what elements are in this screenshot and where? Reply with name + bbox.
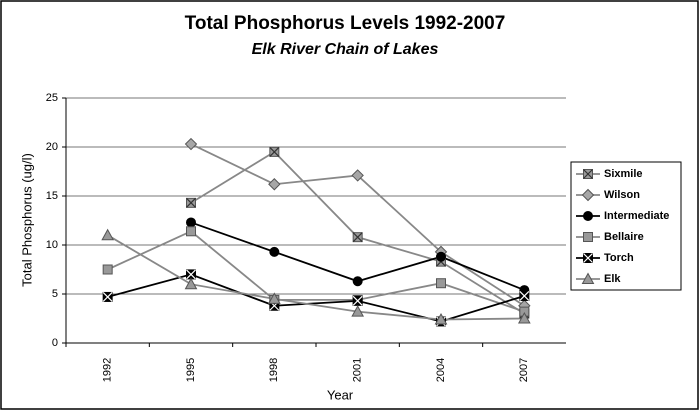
marker: [186, 197, 196, 208]
marker-shape: [436, 251, 446, 262]
marker: [184, 277, 198, 290]
marker: [434, 312, 448, 325]
legend-label: Sixmile: [604, 168, 643, 180]
legend-label: Torch: [604, 252, 634, 264]
marker-shape: [583, 253, 593, 263]
marker: [581, 272, 595, 284]
marker: [583, 211, 593, 221]
marker: [186, 226, 196, 237]
marker: [101, 228, 115, 241]
marker: [352, 232, 363, 243]
marker-shape: [517, 311, 531, 324]
marker-shape: [434, 312, 448, 325]
x-tick-label: 1998: [268, 358, 280, 382]
legend-label: Elk: [604, 273, 621, 285]
marker-shape: [186, 197, 196, 208]
legend-label: Bellaire: [604, 231, 644, 243]
marker-shape: [102, 292, 113, 302]
x-tick-label: 2007: [518, 358, 530, 382]
marker: [583, 253, 593, 263]
y-tick-label: 15: [46, 190, 58, 202]
legend-label: Wilson: [604, 189, 640, 201]
chart-subtitle: Elk River Chain of Lakes: [252, 41, 439, 58]
marker-shape: [581, 188, 595, 202]
marker: [583, 169, 593, 179]
x-tick-label: 2004: [435, 358, 447, 382]
chart-title: Total Phosphorus Levels 1992-2007: [185, 13, 506, 34]
marker: [102, 291, 113, 302]
y-tick-label: 20: [46, 141, 58, 153]
marker: [186, 217, 196, 228]
marker-shape: [102, 264, 113, 275]
marker: [351, 169, 364, 182]
marker: [351, 305, 365, 317]
marker-shape: [186, 217, 196, 228]
marker-shape: [583, 211, 593, 221]
marker: [269, 246, 280, 257]
marker: [581, 188, 595, 202]
x-axis-label: Year: [327, 387, 354, 402]
marker-shape: [352, 232, 363, 243]
marker-shape: [351, 305, 365, 317]
y-tick-label: 10: [46, 239, 58, 251]
marker-shape: [267, 292, 281, 304]
marker: [184, 137, 198, 151]
marker-shape: [186, 226, 196, 237]
marker: [186, 269, 196, 280]
series-line: [107, 230, 525, 313]
x-tick-label: 1992: [102, 358, 114, 382]
marker-shape: [519, 291, 530, 301]
marker-shape: [352, 295, 363, 306]
marker-shape: [581, 272, 595, 284]
marker: [436, 251, 446, 262]
marker: [269, 146, 280, 157]
x-tick-label: 1995: [185, 358, 197, 382]
marker-shape: [101, 228, 115, 241]
series-line: [107, 234, 525, 321]
marker: [583, 232, 593, 242]
marker-shape: [269, 146, 280, 157]
marker: [352, 276, 363, 287]
legend-label: Intermediate: [604, 210, 669, 222]
marker-shape: [184, 277, 198, 290]
marker-shape: [583, 169, 593, 179]
marker-shape: [186, 269, 196, 280]
y-tick-label: 5: [52, 288, 58, 300]
legend-box: [570, 161, 682, 291]
y-tick-label: 0: [52, 337, 58, 349]
marker-shape: [583, 232, 593, 242]
marker-shape: [184, 137, 198, 151]
marker: [268, 178, 281, 191]
series-line: [107, 273, 525, 323]
marker: [517, 311, 531, 324]
marker-shape: [351, 169, 364, 182]
marker: [102, 264, 113, 275]
x-tick-label: 2001: [352, 358, 364, 382]
marker-shape: [269, 246, 280, 257]
marker: [267, 292, 281, 304]
marker: [519, 290, 530, 301]
marker: [436, 278, 446, 289]
y-axis-label: Total Phosphorus (ug/l): [19, 153, 34, 287]
marker-shape: [352, 276, 363, 287]
marker: [352, 295, 363, 306]
marker-shape: [268, 178, 281, 191]
marker-shape: [436, 278, 446, 289]
y-tick-label: 25: [46, 92, 58, 104]
